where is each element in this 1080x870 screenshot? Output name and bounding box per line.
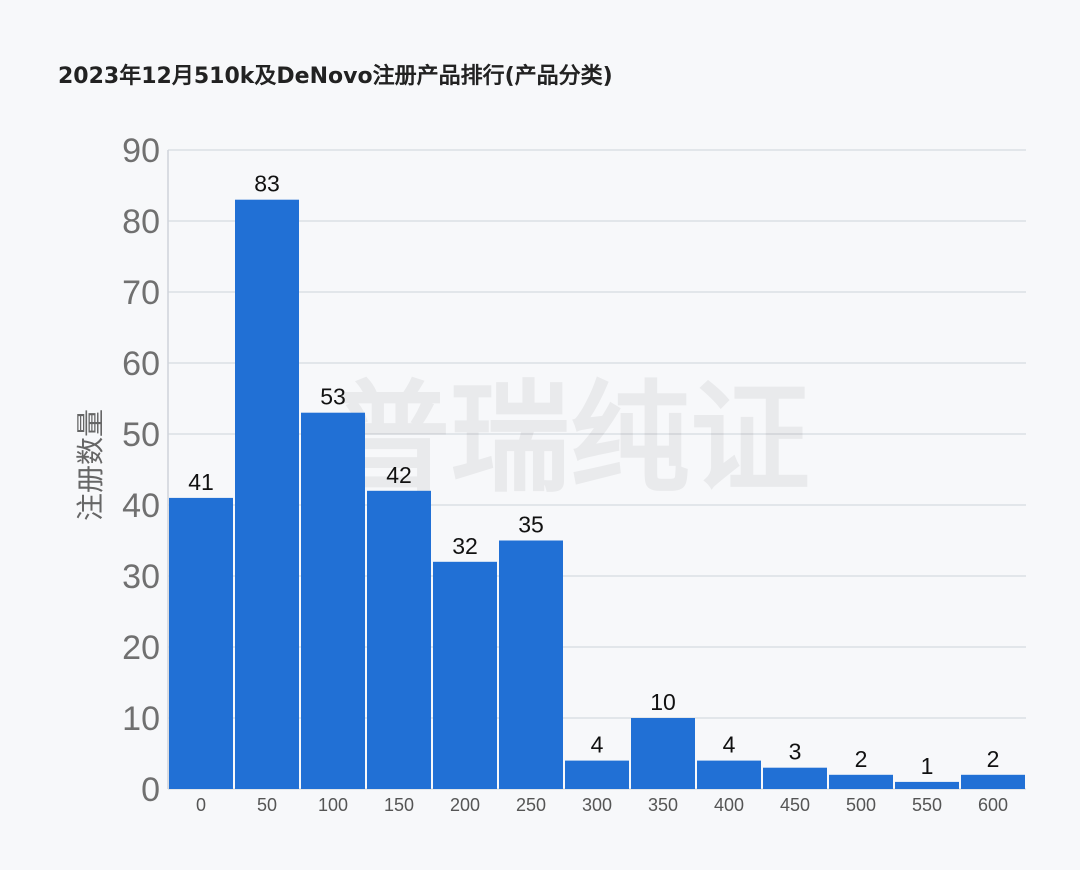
x-tick-label: 100 <box>318 795 348 815</box>
x-tick-label: 250 <box>516 795 546 815</box>
bar-200[interactable] <box>433 561 497 789</box>
bar-value-label: 1 <box>921 753 934 779</box>
bar-value-label: 4 <box>591 732 604 758</box>
y-tick-label: 80 <box>122 203 160 241</box>
bar-value-label: 4 <box>723 732 736 758</box>
bar-500[interactable] <box>829 774 893 789</box>
bar-value-label: 35 <box>518 512 544 538</box>
bar-0[interactable] <box>169 497 233 789</box>
x-tick-label: 200 <box>450 795 480 815</box>
bar-value-label: 3 <box>789 739 802 765</box>
bars <box>169 199 1025 790</box>
x-tick-label: 350 <box>648 795 678 815</box>
bar-350[interactable] <box>631 718 695 789</box>
y-tick-label: 30 <box>122 558 160 596</box>
x-tick-label: 550 <box>912 795 942 815</box>
bar-400[interactable] <box>697 760 761 789</box>
y-tick-label: 20 <box>122 629 160 667</box>
bar-550[interactable] <box>895 781 959 789</box>
y-tick-label: 90 <box>122 132 160 170</box>
bar-value-label: 41 <box>188 469 214 495</box>
x-tick-label: 0 <box>196 795 206 815</box>
x-tick-label: 500 <box>846 795 876 815</box>
y-tick-label: 70 <box>122 274 160 312</box>
bar-value-label: 83 <box>254 171 280 197</box>
y-tick-label: 10 <box>122 700 160 738</box>
bar-value-label: 10 <box>650 689 676 715</box>
x-tick-label: 400 <box>714 795 744 815</box>
bar-value-label: 2 <box>855 746 868 772</box>
y-tick-label: 50 <box>122 416 160 454</box>
x-tick-label: 150 <box>384 795 414 815</box>
x-tick-label: 50 <box>257 795 277 815</box>
bar-100[interactable] <box>301 412 365 789</box>
bar-value-label: 53 <box>320 384 346 410</box>
y-tick-label: 60 <box>122 345 160 383</box>
bar-150[interactable] <box>367 490 431 789</box>
y-tick-label: 40 <box>122 487 160 525</box>
bar-600[interactable] <box>961 774 1025 789</box>
y-tick-label: 0 <box>141 771 160 809</box>
x-tick-label: 600 <box>978 795 1008 815</box>
x-tick-labels: 0 50 100 150 200 250 300 350 400 450 500 550 600 <box>196 795 1008 815</box>
bar-value-label: 32 <box>452 533 478 559</box>
x-tick-label: 300 <box>582 795 612 815</box>
y-tick-labels: 0 10 20 30 40 50 60 70 80 90 <box>122 132 160 809</box>
chart-title: 2023年12月510k及DeNovo注册产品排行(产品分类) <box>58 64 613 89</box>
x-tick-label: 450 <box>780 795 810 815</box>
bar-value-label: 42 <box>386 462 412 488</box>
watermark-text: 普瑞纯证 <box>330 370 810 509</box>
bar-450[interactable] <box>763 767 827 789</box>
bar-250[interactable] <box>499 540 563 790</box>
bar-300[interactable] <box>565 760 629 789</box>
bar-value-label: 2 <box>987 746 1000 772</box>
y-axis-label: 注册数量 <box>74 409 107 521</box>
bar-50[interactable] <box>235 199 299 789</box>
